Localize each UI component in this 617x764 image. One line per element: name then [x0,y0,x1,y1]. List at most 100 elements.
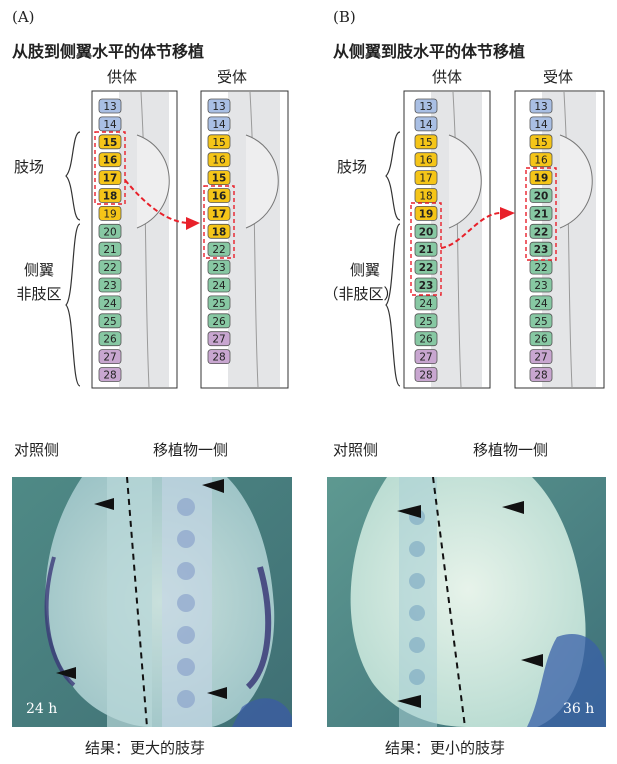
panel-b-host-somite-label: 21 [534,208,549,220]
panel-b-donor-somite-box [414,241,438,257]
panel-a-donor-somite-box [98,259,122,275]
panel-b-host-somite-label: 15 [534,137,547,149]
panel-a-host-somite-label: 15 [212,173,227,185]
panel-a-control-side-label: 对照侧 [14,441,60,459]
panel-b-donor-somite-label: 22 [419,262,434,274]
panel-a-donor-somite-label: 15 [103,137,118,149]
panel-b-host-somite-label: 24 [534,298,548,310]
panel-b-donor-somite-label: 28 [419,370,432,382]
panel-b-donor-somite-label: 18 [419,191,432,203]
panel-a-donor-somite-box [98,152,122,168]
panel-a-host-graft-box [203,185,235,259]
panel-a-limb-field-label: 肢场 [14,158,45,176]
panel-b-host-label: 受体 [543,68,574,86]
panel-b-title: 从侧翼到肢水平的体节移植 [333,42,526,61]
panel-b-time-stamp: 36 h [563,701,595,717]
panel-b-donor-somite-box [414,277,438,293]
panel-a-host-somite-label: 27 [212,334,225,346]
panel-a-donor-limb-bulge [136,134,170,229]
panel-a-host-somite-box [207,205,231,221]
panel-a-donor-somite-box [98,241,122,257]
panel-b-host-graft-box [525,167,557,261]
panel-b-letter: (B) [333,8,356,26]
panel-a-host-somite-box [207,98,231,114]
panel-b-donor-somite-label: 21 [419,244,434,256]
panel-a-donor-somite-label: 20 [103,226,116,238]
panel-a-host-somite-label: 16 [212,191,227,203]
panel-a-host-somite-label: 24 [212,280,226,292]
panel-a-host-somite-box [207,331,231,347]
panel-b-limb-brace [385,131,401,221]
panel-b-flank-label: 侧翼 [349,261,380,279]
panel-b-donor-somite-box [414,205,438,221]
somite-graft-schematic: 13 14 15 16 17 18 19 20 21 22 23 24 25 26 27 28 13 14 15 16… [65,90,605,389]
panel-a-host-somite-label: 18 [212,226,227,238]
panel-a-donor-somite-box [98,205,122,221]
panel-b-control-side-label: 对照侧 [333,441,379,459]
panel-a-donor-somite-box [98,349,122,365]
panel-a-donor-somite-box [98,170,122,186]
panel-b-donor-somite-box [414,295,438,311]
panel-b-donor-somite-label: 15 [419,137,432,149]
panel-a-host-somite-box [207,170,231,186]
panel-a-host-somite-box [207,134,231,150]
panel-a-host-somite-box [207,241,231,257]
panel-a-host-somite-label: 17 [212,208,227,220]
panel-a-host-somite-label: 14 [212,119,226,131]
panel-b-donor-somite-label: 17 [419,173,432,185]
panel-a-donor-neural-tube [119,92,169,387]
panel-b-donor-somite-label: 25 [419,316,432,328]
panel-a-donor-somite-box [98,277,122,293]
panel-a-donor-somite-label: 24 [103,298,117,310]
panel-b-host-somite-label: 14 [534,119,548,131]
panel-b-donor-somite-label: 23 [419,280,434,292]
panel-b-host-limb-bulge [559,134,593,229]
panel-a-donor-somite-label: 22 [103,262,116,274]
panel-a-donor-somite-box [98,98,122,114]
panel-a-title: 从肢到侧翼水平的体节移植 [12,42,205,61]
panel-b-host-somite-box [529,367,553,382]
panel-a-donor-somite-label: 14 [103,119,117,131]
panel-a-donor-tissue-line [140,91,150,388]
panel-a-donor-somite-label: 28 [103,370,116,382]
panel-a-host-somite-box [207,313,231,329]
panel-b-host-somite-label: 28 [534,370,547,382]
panel-a-donor-somite-box [98,116,122,132]
panel-b-nonlimb-label: （非肢区） [323,285,399,303]
panel-b-flank-brace [385,223,401,387]
panel-b-host-somite-label: 27 [534,352,547,364]
panel-a-result-caption: 结果：更大的肢芽 [85,739,206,757]
panel-a-host-somite-label: 23 [212,262,225,274]
panel-b-host-somite-box [529,331,553,347]
panel-a-graft-arrowhead [186,217,200,230]
panel-a-flank-brace [65,223,81,387]
panel-a-donor-label: 供体 [107,68,138,86]
panel-a-host-somite-box [207,277,231,293]
panel-b-host-somite-box [529,295,553,311]
panel-b-host-somite-label: 22 [534,262,547,274]
panel-a-donor-somite-box [98,223,122,239]
panel-a-host-somite-label: 16 [212,155,226,167]
panel-b-host-tissue-line [563,91,573,388]
panel-b-host-somite-box [529,205,553,221]
panel-b-embryo-photo [327,477,606,727]
panel-b-donor-somite-box [414,367,438,382]
panel-a-donor-somite-label: 25 [103,316,116,328]
panel-a-donor-somite-box [98,188,122,203]
panel-a-host-label: 受体 [217,68,248,86]
panel-a-donor-somite-label: 23 [103,280,116,292]
panel-b-donor-somite-box [414,313,438,329]
panel-b-host-somite-label: 25 [534,316,547,328]
panel-b-host-somite-box [529,134,553,150]
panel-a-nonlimb-label: 非肢区 [16,285,62,303]
panel-a-embryo-photo [12,477,292,727]
embryo-b-illustration [327,477,606,727]
panel-b-donor-tissue-line [452,91,462,388]
panel-a-donor-somite-label: 27 [103,352,116,364]
embryo-a-illustration [12,477,292,727]
panel-b-donor-somite-label: 27 [419,352,432,364]
panel-b-donor-somite-box [414,259,438,275]
panel-b-donor-somite-label: 14 [419,119,433,131]
panel-a-donor-somite-label: 21 [103,244,116,256]
panel-b-host-somite-label: 23 [534,244,549,256]
